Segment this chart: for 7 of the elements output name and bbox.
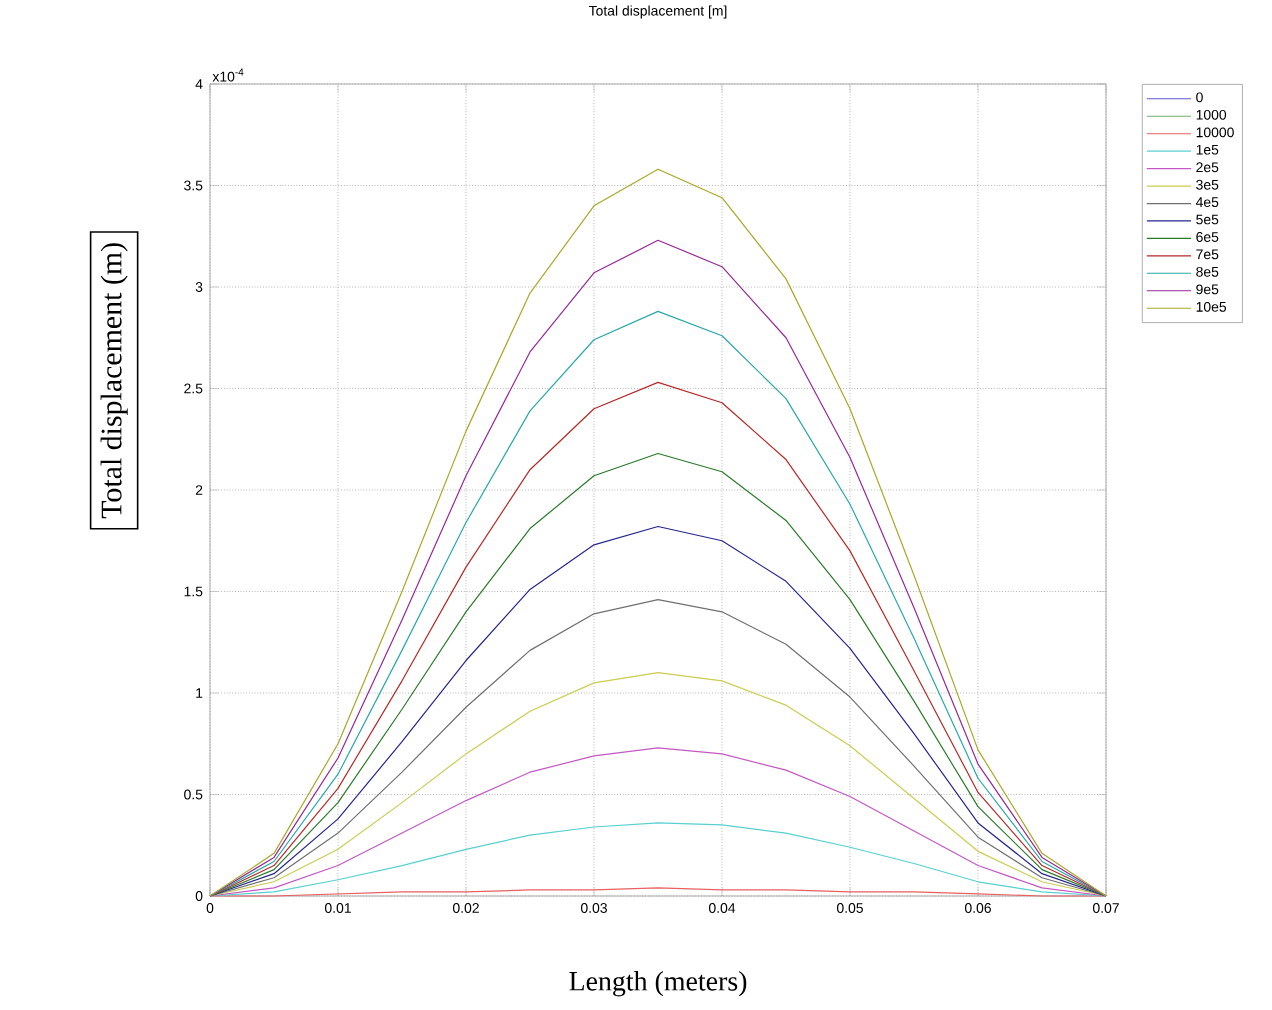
y-axis-title: Total displacement (m) (100, 243, 128, 519)
x-axis-title: Length (meters) (569, 970, 747, 997)
line-series (209, 822, 1107, 897)
line-series (209, 747, 1107, 897)
line-series (209, 672, 1107, 897)
line-series (209, 599, 1107, 897)
line-series (209, 525, 1107, 897)
